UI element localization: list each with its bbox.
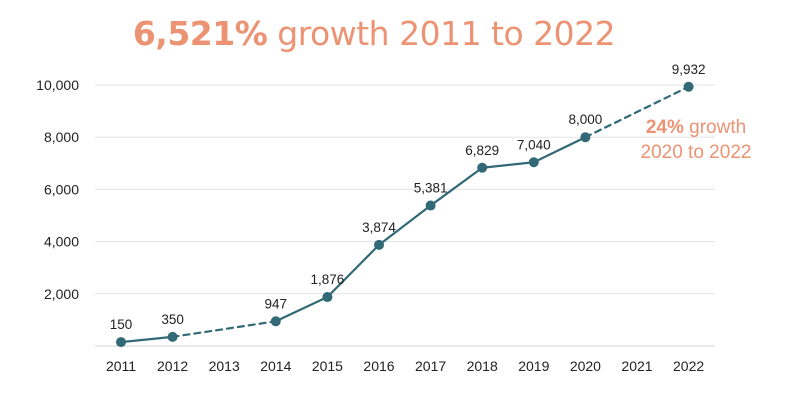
series-segment: [274, 295, 329, 323]
series-segment: [326, 243, 381, 299]
y-axis-ticks: 2,000 4,000 6,000 8,000 10,000: [36, 77, 79, 302]
x-tick-label: 2019: [518, 358, 549, 374]
x-axis-ticks: 2011 2012 2013 2014 2015 2016 2017 2018 2019 2020…: [106, 358, 704, 374]
series-line: [119, 85, 690, 344]
x-tick-label: 2013: [209, 358, 240, 374]
x-tick-label: 2021: [621, 358, 652, 374]
y-tick-label: 8,000: [44, 129, 79, 145]
y-tick-label: 4,000: [44, 234, 79, 250]
data-label: 9,932: [672, 62, 706, 77]
growth-annotation-line1: 24% growth: [646, 117, 746, 138]
data-point: [425, 200, 436, 211]
data-label: 7,040: [517, 137, 551, 152]
series-segment-dashed: [171, 320, 277, 338]
data-labels: 150 350 947 1,876 3,874 5,381 6,829 7,040 8,000 9…: [110, 62, 706, 332]
x-tick-label: 2015: [312, 358, 343, 374]
data-label: 947: [265, 296, 288, 311]
data-label: 6,829: [465, 143, 499, 158]
y-tick-label: 6,000: [44, 181, 79, 197]
series-segment: [532, 136, 587, 164]
data-label: 1,876: [311, 272, 345, 287]
x-tick-label: 2017: [415, 358, 446, 374]
x-tick-label: 2012: [157, 358, 188, 374]
data-point: [322, 292, 333, 303]
series-segment: [119, 335, 174, 344]
y-tick-label: 2,000: [44, 286, 79, 302]
growth-annotation-line2: 2020 to 2022: [641, 142, 752, 163]
title-rest: growth 2011 to 2022: [267, 14, 616, 53]
title-highlight: 6,521%: [132, 14, 268, 53]
data-label: 150: [110, 317, 133, 332]
data-label: 3,874: [362, 220, 396, 235]
y-tick-label: 10,000: [36, 77, 79, 93]
x-tick-label: 2020: [570, 358, 601, 374]
x-tick-label: 2018: [467, 358, 498, 374]
x-tick-label: 2022: [673, 358, 704, 374]
x-tick-label: 2011: [106, 358, 136, 374]
data-point: [528, 157, 539, 168]
annotation-line1-rest: growth: [684, 117, 746, 138]
data-point: [374, 239, 384, 250]
series-segment: [429, 166, 484, 207]
data-point: [683, 81, 694, 92]
data-points: [116, 81, 694, 348]
data-label: 8,000: [569, 112, 603, 127]
series-segment: [377, 204, 432, 246]
series-segment: [481, 161, 535, 169]
chart-title: 6,521% growth 2011 to 2022: [0, 14, 748, 53]
grid-lines: [95, 84, 715, 347]
data-label: 5,381: [414, 181, 448, 196]
data-point: [270, 316, 281, 327]
x-tick-label: 2014: [260, 358, 291, 374]
data-point: [167, 331, 178, 342]
data-point: [477, 162, 488, 173]
x-tick-label: 2016: [363, 358, 394, 374]
annotation-highlight: 24%: [646, 117, 684, 138]
series-segment-dashed: [584, 85, 690, 139]
data-label: 350: [161, 312, 184, 327]
data-point: [580, 132, 591, 143]
data-point: [116, 337, 126, 348]
